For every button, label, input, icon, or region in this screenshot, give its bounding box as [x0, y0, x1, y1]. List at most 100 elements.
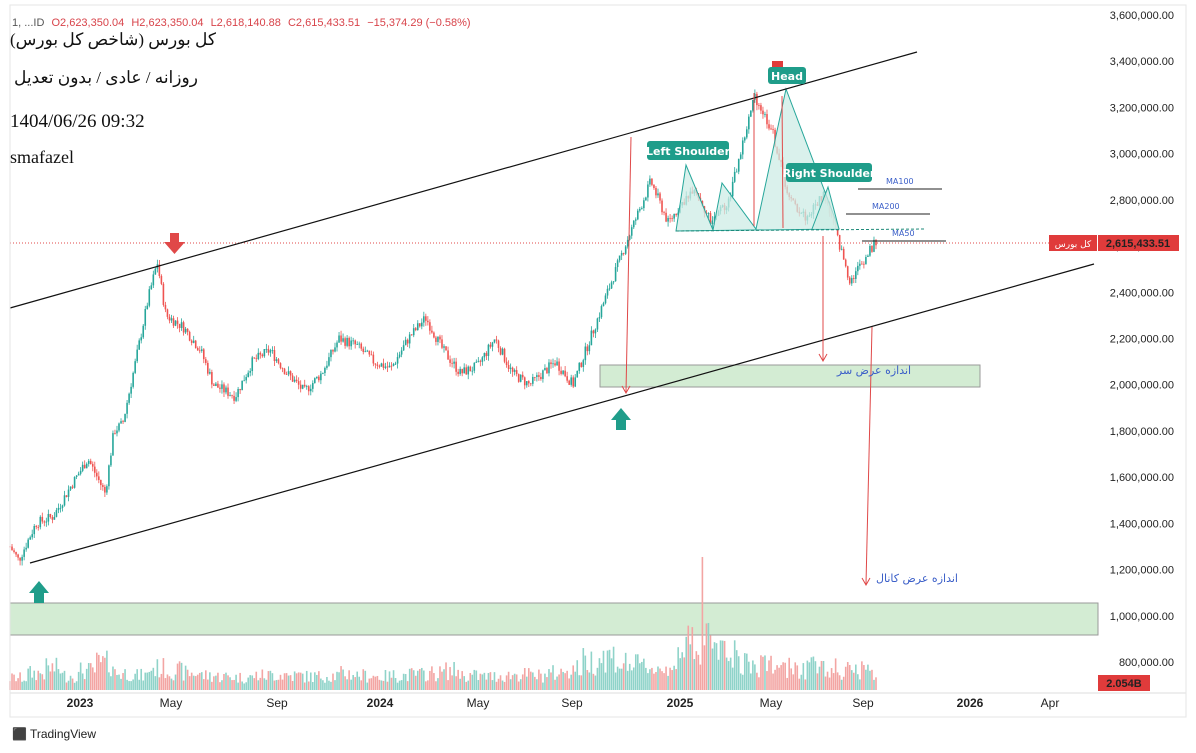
- volume-bar: [418, 669, 421, 690]
- volume-bar: [410, 668, 413, 690]
- volume-bar: [311, 681, 314, 690]
- volume-bar: [630, 670, 633, 690]
- candle-body: [491, 342, 494, 347]
- volume-bar: [87, 663, 90, 690]
- x-tick-label: 2025: [667, 696, 694, 710]
- candle-body: [261, 354, 264, 357]
- volume-bar: [824, 676, 827, 690]
- candle-body: [505, 361, 508, 366]
- volume-bar: [800, 674, 803, 690]
- volume-bar: [608, 649, 611, 690]
- candle-body: [667, 217, 669, 222]
- volume-bar: [93, 672, 96, 690]
- volume-bar: [550, 672, 552, 690]
- volume-bar: [584, 655, 587, 690]
- volume-bar: [174, 674, 177, 690]
- volume-bar: [626, 670, 629, 690]
- candle-body: [63, 495, 66, 506]
- candle-body: [618, 255, 621, 261]
- volume-bar: [655, 672, 657, 690]
- volume-bar: [663, 673, 665, 690]
- volume-bar: [784, 662, 786, 690]
- candle-body: [374, 363, 377, 365]
- candle-body: [124, 413, 126, 422]
- candle-body: [469, 366, 472, 372]
- candle-body: [590, 330, 593, 346]
- volume-bar: [560, 668, 562, 690]
- candle-body: [295, 379, 298, 382]
- volume-bar: [81, 673, 84, 690]
- candle-body: [471, 370, 474, 372]
- right-shoulder-label: Right Shoulder: [783, 163, 876, 182]
- candle-body: [257, 352, 260, 360]
- candle-body: [27, 539, 29, 548]
- candle-body: [303, 384, 306, 387]
- candle-body: [205, 359, 207, 363]
- candle-body: [756, 93, 758, 106]
- volume-bar: [138, 679, 140, 690]
- price-axis[interactable]: 3,600,000.00 3,400,000.00 3,200,000.00 3,00…: [1110, 10, 1174, 669]
- volume-bar: [616, 666, 619, 690]
- volume-bar: [447, 680, 449, 690]
- candle-body: [414, 328, 417, 331]
- candle-body: [186, 328, 189, 332]
- candle-body: [614, 267, 617, 282]
- candle-body: [497, 340, 500, 348]
- candle-body: [443, 346, 445, 348]
- volume-bar: [788, 657, 790, 690]
- candle-body: [299, 384, 302, 389]
- volume-bar: [834, 658, 837, 690]
- volume-bar: [309, 672, 312, 690]
- volume-bar: [21, 681, 23, 690]
- support-zone-upper: [599, 364, 981, 388]
- volume-bar: [126, 679, 128, 690]
- volume-bar: [774, 669, 776, 690]
- volume-bar: [737, 656, 740, 690]
- volume-bar: [227, 675, 229, 690]
- candle-body: [867, 255, 869, 258]
- candle-body: [368, 350, 371, 355]
- volume-bar: [140, 668, 143, 690]
- candle-body: [39, 516, 42, 528]
- candle-body: [844, 259, 847, 267]
- volume-bar: [368, 678, 371, 690]
- candle-body: [380, 363, 383, 367]
- tradingview-logo[interactable]: ⬛ TradingView: [12, 727, 96, 741]
- candle-body: [188, 331, 191, 341]
- volume-bar: [190, 672, 193, 690]
- candle-body: [376, 364, 379, 366]
- volume-bar: [659, 668, 661, 690]
- volume-bar: [392, 670, 395, 690]
- volume-bar: [291, 681, 294, 690]
- candle-body: [23, 549, 25, 557]
- volume-bar: [441, 671, 443, 690]
- candle-body: [164, 304, 167, 310]
- ohlc-readout: 1, ...ID O2,623,350.04 H2,623,350.04 L2,…: [12, 17, 475, 29]
- candle-body: [360, 343, 363, 349]
- candle-body: [154, 268, 157, 275]
- candle-body: [739, 154, 742, 159]
- candle-body: [580, 362, 583, 367]
- time-axis[interactable]: 2023 May Sep 2024 May Sep 2025 May Sep 2026 Apr: [67, 696, 1060, 710]
- chart-subtitle: روزانه / عادی / بدون تعدیل: [14, 68, 198, 87]
- candle-body: [231, 395, 233, 396]
- candle-body: [69, 486, 72, 490]
- candle-body: [311, 383, 314, 389]
- volume-bar: [667, 675, 669, 690]
- volume-bar: [396, 682, 399, 690]
- candle-body: [59, 507, 62, 509]
- candle-body: [600, 306, 603, 318]
- candle-body: [552, 363, 554, 365]
- volume-bar: [729, 657, 732, 690]
- candle-body: [410, 334, 413, 336]
- candle-body: [622, 253, 625, 254]
- x-tick-label: May: [467, 696, 490, 710]
- volume-bar: [628, 663, 631, 690]
- candle-body: [116, 430, 118, 434]
- volume-bar: [198, 672, 201, 690]
- candle-body: [871, 245, 873, 252]
- candle-body: [342, 338, 344, 342]
- candle-body: [356, 344, 359, 345]
- volume-bar: [703, 645, 706, 690]
